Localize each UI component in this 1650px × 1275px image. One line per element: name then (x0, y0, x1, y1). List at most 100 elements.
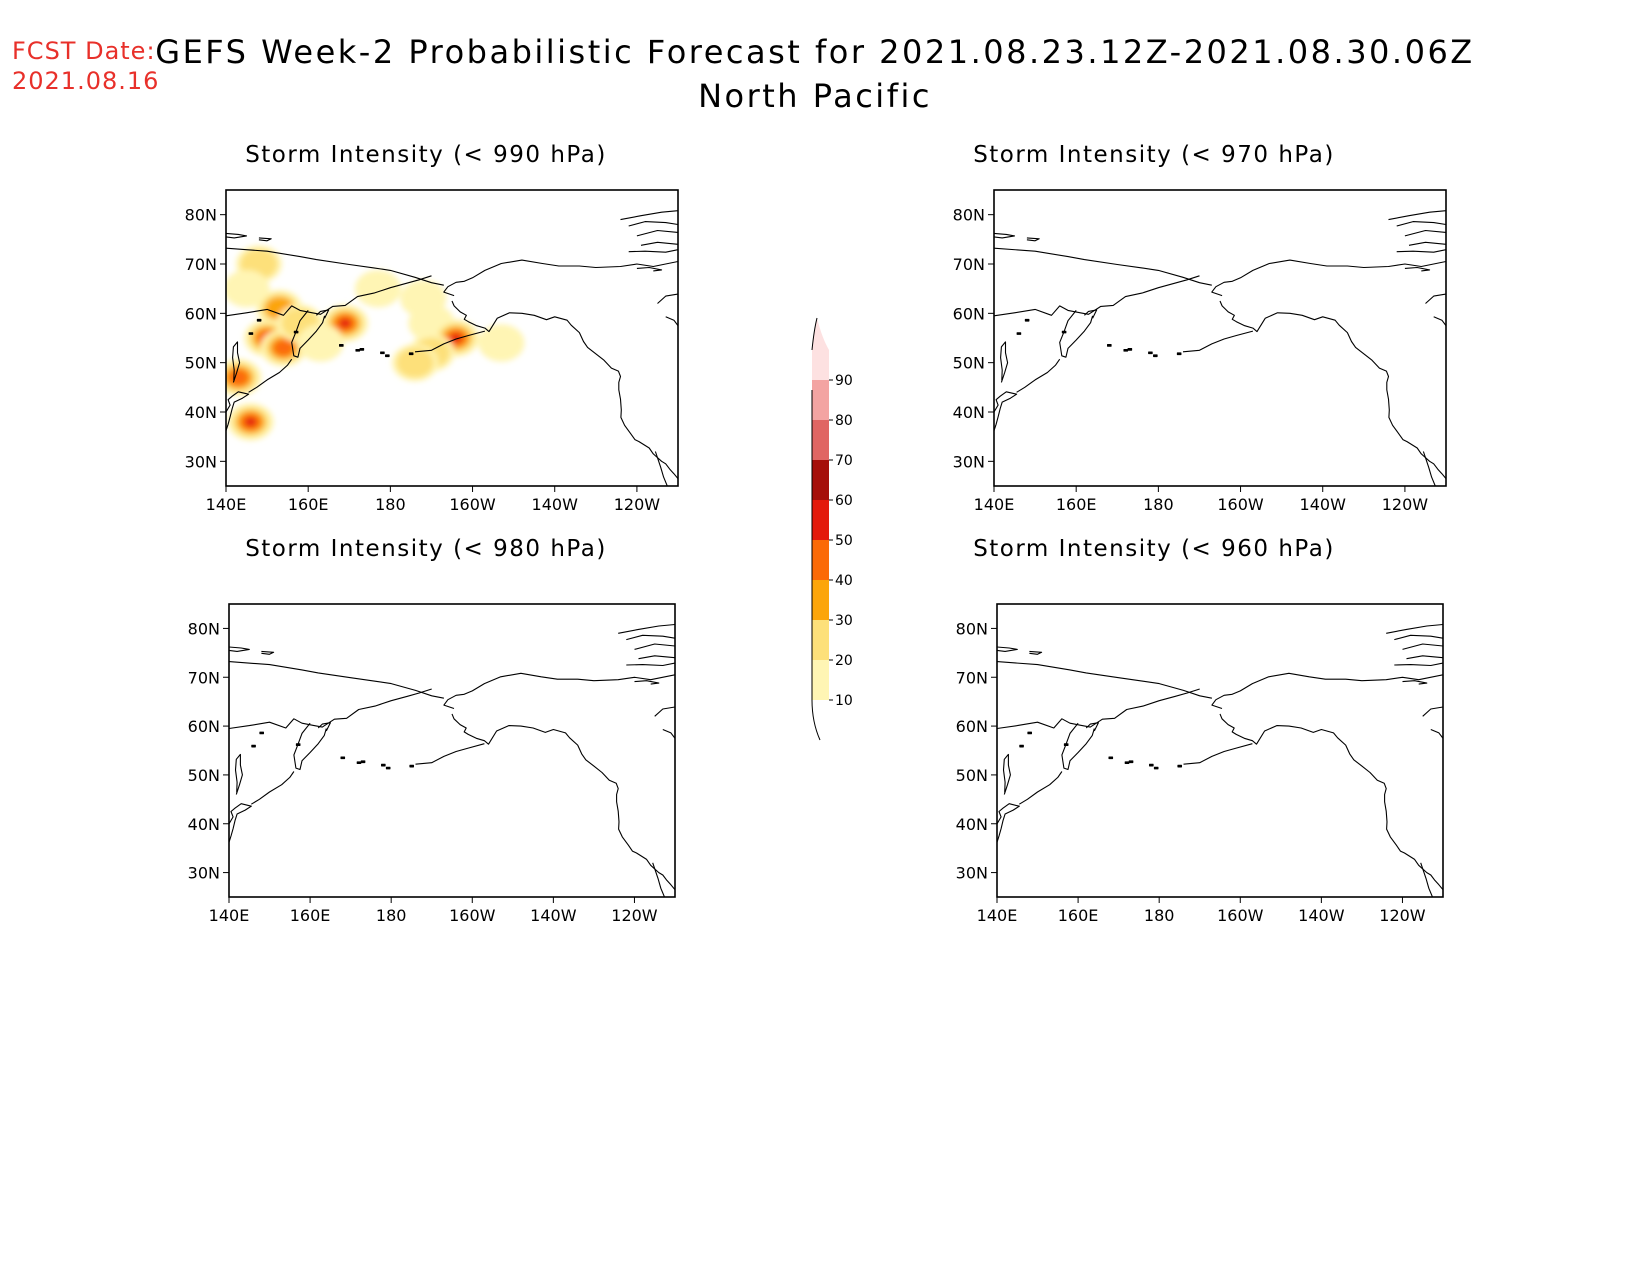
coastline (226, 232, 248, 239)
island (1016, 332, 1022, 335)
colorbar-label: 60 (835, 493, 853, 509)
coastlines (997, 623, 1443, 897)
x-tick-label: 120W (611, 906, 658, 925)
island (356, 761, 362, 765)
island (355, 348, 361, 352)
map-frame (996, 603, 1444, 898)
map-frame (225, 189, 679, 487)
y-tick-label: 50N (185, 354, 217, 373)
main-title-line2: North Pacific (698, 77, 932, 115)
coastline (1026, 237, 1040, 242)
island (1107, 344, 1112, 347)
island (1148, 351, 1153, 355)
coastline (414, 330, 486, 353)
x-tick-label: 160E (288, 495, 329, 514)
coastline (1394, 634, 1443, 641)
x-tick-label: 140E (977, 906, 1018, 925)
probability-cell (273, 339, 294, 356)
x-tick-label: 160W (1217, 906, 1264, 925)
colorbar-edge (811, 317, 818, 351)
map-panel-2: 140E 160E 180 160W 140W 120W 80N 70N 60N 50N 40N 30… (953, 189, 1447, 514)
x-tick-label: 140W (1298, 906, 1345, 925)
colorbar-swatch (812, 500, 829, 540)
probability-cell (297, 324, 344, 362)
coastline (229, 646, 250, 652)
island (1108, 756, 1114, 760)
coastline (618, 623, 675, 634)
coastline (634, 680, 660, 685)
island (380, 351, 385, 355)
coastline (1016, 358, 1061, 393)
map-panel-1: 140E 160E 180 160W 140W 120W 80N 70N 60N 50N 40N 30… (185, 189, 679, 514)
coastline (628, 249, 678, 253)
island (251, 744, 256, 748)
y-tick-label: 80N (953, 206, 985, 225)
coastline (1002, 753, 1011, 795)
coastline (994, 391, 1018, 431)
coastline (626, 662, 675, 667)
probability-cell (245, 417, 257, 427)
main-title: GEFS Week-2 Probabilistic Forecast for 2… (150, 30, 1480, 118)
coastline (316, 309, 330, 319)
coastline (997, 803, 1020, 843)
island (256, 318, 262, 322)
colorbar-label: 80 (835, 413, 853, 429)
coastline (654, 706, 675, 717)
x-tick-label: 140W (1300, 495, 1347, 514)
map-content (229, 623, 675, 897)
x-tick-label: 140W (530, 906, 577, 925)
coastlines (229, 623, 675, 897)
y-tick-label: 70N (956, 668, 988, 687)
probability-cell (396, 347, 434, 378)
island (1149, 763, 1154, 767)
colorbar-swatch (812, 660, 829, 700)
island (1123, 348, 1129, 352)
colorbar-label: 90 (835, 373, 853, 389)
y-tick-label: 40N (956, 815, 988, 834)
panel-title-980: Storm Intensity (< 980 hPa) (245, 536, 607, 562)
probability-cell (354, 269, 402, 308)
island (360, 760, 366, 764)
coastline (1406, 655, 1443, 660)
coastline (654, 451, 668, 486)
y-tick-label: 50N (953, 354, 985, 373)
colorbar-swatch (812, 460, 829, 500)
x-tick-label: 120W (1382, 495, 1429, 514)
x-tick-label: 180 (1144, 906, 1175, 925)
coastline (994, 232, 1016, 239)
map-panel-4: 140E 160E 180 160W 140W 120W 80N 70N 60N 50N 40N 30… (956, 603, 1444, 925)
island (385, 354, 390, 358)
island (1019, 744, 1024, 748)
colorbar-label: 20 (835, 653, 853, 669)
island (1061, 330, 1067, 334)
coastline (1000, 341, 1009, 383)
island (1176, 352, 1182, 356)
coastline (226, 391, 250, 431)
island (1063, 743, 1069, 746)
island (359, 347, 365, 351)
coastline (451, 300, 678, 479)
coastline (248, 358, 293, 393)
forecast-date-value: 2021.08.16 (12, 67, 160, 95)
coastline (1422, 451, 1436, 486)
coastline (626, 634, 675, 641)
coastline (317, 722, 331, 732)
y-tick-label: 40N (185, 403, 217, 422)
map-panels: 140E 160E 180 160W 140W 120W 80N 70N 60N 50N 40N 30… (185, 189, 1447, 925)
island (259, 731, 264, 735)
probability-cell (478, 324, 525, 362)
x-tick-label: 120W (614, 495, 661, 514)
map-content (997, 623, 1443, 897)
coastline (628, 221, 678, 227)
island (295, 743, 301, 746)
island (1153, 354, 1158, 358)
forecast-date: FCST Date: 2021.08.16 (12, 36, 159, 96)
y-tick-label: 70N (185, 255, 217, 274)
island (340, 756, 346, 760)
coastline (251, 771, 295, 805)
coastline (293, 722, 327, 771)
coastline (1029, 650, 1043, 655)
colorbar-swatch (812, 620, 829, 660)
colorbar-swatch (812, 420, 829, 460)
x-tick-label: 140E (974, 495, 1015, 514)
